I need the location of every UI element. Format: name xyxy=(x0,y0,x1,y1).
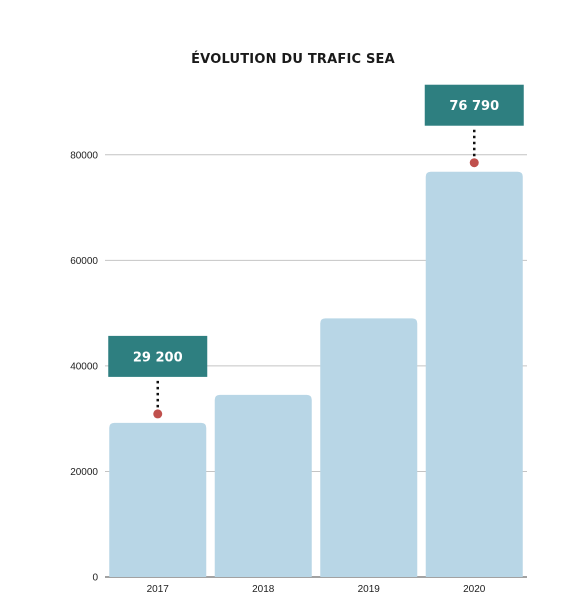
bar xyxy=(109,422,207,577)
bars xyxy=(109,171,523,577)
bar xyxy=(425,171,523,577)
x-axis-ticks: 2017 2018 2019 2020 xyxy=(147,584,486,595)
annotations: 29 200 76 790 xyxy=(108,84,524,419)
y-axis-ticks: 0 20000 40000 60000 80000 xyxy=(70,150,98,583)
y-tick-label: 20000 xyxy=(70,467,98,478)
x-tick-label: 2017 xyxy=(147,584,170,595)
callout-box xyxy=(424,84,524,126)
value-marker xyxy=(153,409,163,419)
bar xyxy=(320,318,418,577)
x-tick-label: 2020 xyxy=(463,584,486,595)
x-tick-label: 2018 xyxy=(252,584,275,595)
y-tick-label: 40000 xyxy=(70,361,98,372)
value-marker xyxy=(469,158,479,168)
data-label: 76 790 xyxy=(449,99,499,114)
data-label: 29 200 xyxy=(133,350,183,365)
y-tick-label: 80000 xyxy=(70,150,98,161)
y-tick-label: 60000 xyxy=(70,256,98,267)
callout-box xyxy=(108,335,208,377)
bar xyxy=(214,394,312,577)
y-tick-label: 0 xyxy=(92,573,98,584)
chart-title: ÉVOLUTION DU TRAFIC SEA xyxy=(191,52,395,67)
x-tick-label: 2019 xyxy=(358,584,381,595)
